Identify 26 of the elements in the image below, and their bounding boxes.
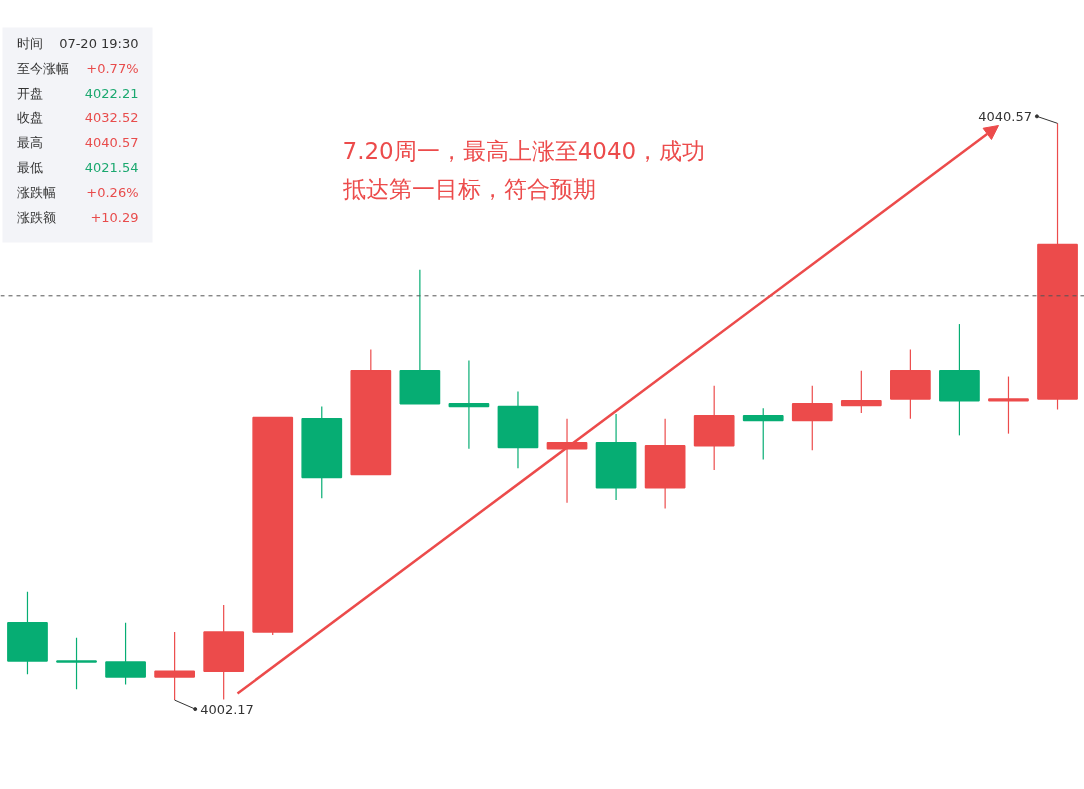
text: 至今涨幅 (16, 60, 69, 76)
annotation: 涨跌额 (16, 209, 56, 225)
candlestick (154, 631, 195, 701)
text: 时间 (16, 36, 43, 51)
annotation: 最高 (16, 135, 43, 151)
annotation: 收盘 (16, 110, 43, 126)
candlestick (448, 359, 490, 450)
annotation: 最低 (16, 160, 43, 175)
candlestick (840, 370, 882, 414)
annotation: 4021.54 (84, 160, 139, 175)
annotation: 涨跌幅 (16, 184, 56, 200)
annotation: +0.26% (86, 184, 139, 200)
annotation: 4032.52 (84, 110, 139, 126)
text: +0.77% (86, 60, 139, 76)
candlestick (56, 637, 97, 690)
candlestick (742, 407, 784, 461)
candlestick (988, 375, 1029, 435)
text: 4022.21 (84, 85, 139, 101)
annotation: 4040.57 (978, 108, 1033, 124)
text: 开盘 (16, 85, 43, 101)
annotation: +10.29 (90, 209, 139, 225)
annotation: 抵达第一目标，符合预期 (341, 175, 596, 202)
text: 4002.17 (200, 701, 254, 717)
annotation: 7.20周一，最高上涨至4040，成功 (342, 137, 706, 164)
annotation: 4040.57 (84, 135, 139, 151)
text: 07-20 19:30 (59, 36, 139, 51)
